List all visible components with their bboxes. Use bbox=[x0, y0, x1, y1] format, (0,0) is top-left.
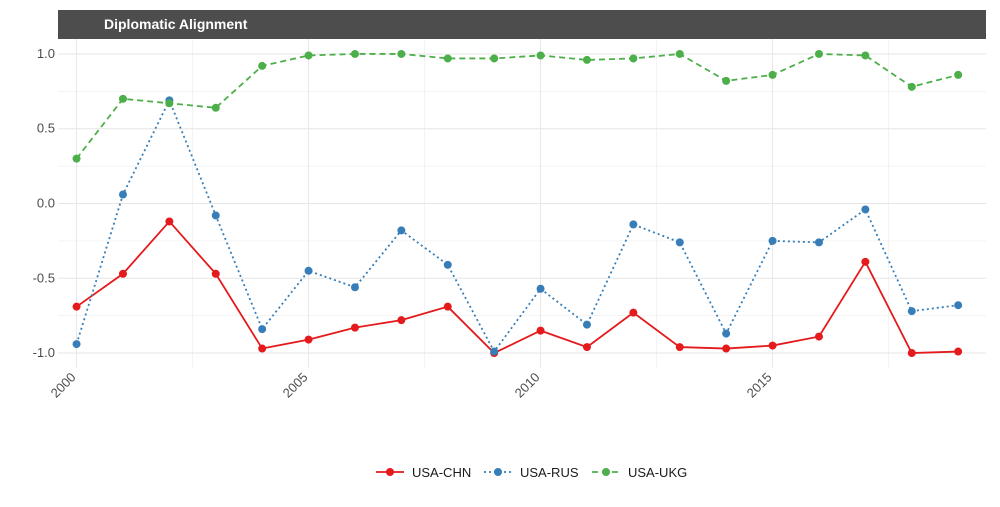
data-point-usa-rus bbox=[582, 320, 591, 329]
data-point-usa-rus bbox=[397, 226, 406, 235]
data-point-usa-ukg bbox=[629, 54, 638, 63]
minor-gridlines bbox=[58, 39, 986, 368]
legend-key-point bbox=[602, 468, 610, 476]
data-point-usa-rus bbox=[768, 236, 777, 245]
y-tick-label: 0.0 bbox=[37, 196, 55, 211]
y-tick-label: 0.5 bbox=[37, 121, 55, 136]
legend-item-usa-ukg: USA-UKG bbox=[592, 465, 687, 480]
series-usa-rus bbox=[72, 96, 963, 356]
data-point-usa-ukg bbox=[907, 82, 916, 91]
legend-key-point bbox=[386, 468, 394, 476]
data-point-usa-chn bbox=[350, 323, 359, 332]
data-point-usa-ukg bbox=[165, 99, 174, 108]
x-tick-label: 2010 bbox=[512, 370, 543, 401]
series-line-usa-rus bbox=[75, 98, 959, 354]
legend-label: USA-CHN bbox=[412, 465, 471, 480]
data-point-usa-rus bbox=[490, 347, 499, 356]
data-point-usa-chn bbox=[72, 302, 81, 311]
data-point-usa-rus bbox=[629, 220, 638, 229]
data-point-usa-chn bbox=[211, 269, 220, 278]
data-point-usa-chn bbox=[582, 343, 591, 352]
data-point-usa-chn bbox=[907, 349, 916, 358]
x-tick-label: 2000 bbox=[48, 370, 79, 401]
data-point-usa-ukg bbox=[258, 61, 267, 70]
data-point-usa-rus bbox=[304, 266, 313, 275]
data-point-usa-chn bbox=[165, 217, 174, 226]
data-point-usa-ukg bbox=[861, 51, 870, 60]
data-point-usa-ukg bbox=[490, 54, 499, 63]
data-point-usa-rus bbox=[536, 284, 545, 293]
data-point-usa-ukg bbox=[118, 94, 127, 103]
chart-title: Diplomatic Alignment bbox=[104, 16, 248, 32]
x-tick-label: 2015 bbox=[744, 370, 775, 401]
major-gridlines bbox=[58, 39, 986, 368]
data-point-usa-chn bbox=[304, 335, 313, 344]
data-point-usa-ukg bbox=[304, 51, 313, 60]
y-tick-label: -1.0 bbox=[33, 345, 55, 360]
data-point-usa-rus bbox=[722, 329, 731, 338]
series-line-usa-ukg bbox=[75, 53, 959, 160]
data-point-usa-chn bbox=[536, 326, 545, 335]
data-point-usa-chn bbox=[397, 316, 406, 325]
data-point-usa-rus bbox=[675, 238, 684, 247]
y-axis-tick-labels: 1.0 0.5 0.0 -0.5 -1.0 bbox=[33, 46, 55, 360]
series-usa-ukg bbox=[72, 49, 963, 163]
data-point-usa-chn bbox=[118, 269, 127, 278]
data-point-usa-chn bbox=[954, 347, 963, 356]
data-point-usa-chn bbox=[443, 302, 452, 311]
legend: USA-CHN USA-RUS USA-UKG bbox=[376, 465, 687, 480]
legend-label: USA-RUS bbox=[520, 465, 579, 480]
data-point-usa-ukg bbox=[350, 49, 359, 58]
data-point-usa-ukg bbox=[397, 49, 406, 58]
data-point-usa-rus bbox=[861, 205, 870, 214]
y-tick-label: 1.0 bbox=[37, 46, 55, 61]
data-point-usa-rus bbox=[72, 340, 81, 349]
data-point-usa-rus bbox=[211, 211, 220, 220]
data-point-usa-chn bbox=[258, 344, 267, 353]
data-point-usa-ukg bbox=[536, 51, 545, 60]
facet-strip bbox=[58, 10, 986, 39]
data-point-usa-chn bbox=[814, 332, 823, 341]
series-line-usa-chn bbox=[76, 220, 959, 355]
data-point-usa-rus bbox=[258, 325, 267, 334]
data-point-usa-ukg bbox=[582, 55, 591, 64]
data-point-usa-rus bbox=[907, 307, 916, 316]
data-point-usa-ukg bbox=[954, 70, 963, 79]
data-point-usa-chn bbox=[629, 308, 638, 317]
data-point-usa-rus bbox=[118, 190, 127, 199]
data-point-usa-ukg bbox=[768, 70, 777, 79]
legend-item-usa-rus: USA-RUS bbox=[484, 465, 579, 480]
series-layer bbox=[72, 49, 963, 358]
data-point-usa-ukg bbox=[814, 49, 823, 58]
x-axis-tick-labels: 2000 2005 2010 2015 bbox=[48, 370, 775, 401]
legend-label: USA-UKG bbox=[628, 465, 687, 480]
data-point-usa-ukg bbox=[675, 49, 684, 58]
data-point-usa-ukg bbox=[722, 76, 731, 85]
data-point-usa-chn bbox=[768, 341, 777, 350]
data-point-usa-rus bbox=[350, 283, 359, 292]
y-tick-label: -0.5 bbox=[33, 270, 55, 285]
data-point-usa-rus bbox=[443, 260, 452, 269]
data-point-usa-ukg bbox=[211, 103, 220, 112]
data-point-usa-chn bbox=[722, 344, 731, 353]
data-point-usa-chn bbox=[861, 257, 870, 266]
data-point-usa-ukg bbox=[443, 54, 452, 63]
data-point-usa-chn bbox=[675, 343, 684, 352]
x-tick-label: 2005 bbox=[280, 370, 311, 401]
legend-item-usa-chn: USA-CHN bbox=[376, 465, 471, 480]
data-point-usa-ukg bbox=[72, 154, 81, 163]
data-point-usa-rus bbox=[814, 238, 823, 247]
series-usa-chn bbox=[72, 217, 963, 358]
legend-key-point bbox=[494, 468, 502, 476]
data-point-usa-rus bbox=[954, 301, 963, 310]
